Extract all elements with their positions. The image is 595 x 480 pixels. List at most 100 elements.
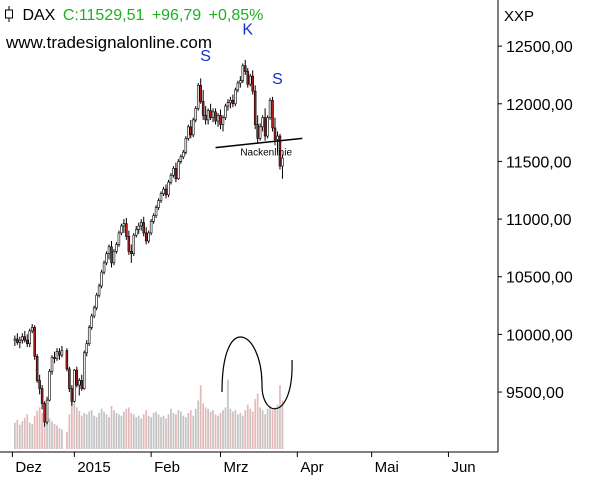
candle [16, 333, 19, 345]
volume-bar [21, 421, 24, 449]
volume-bar [108, 417, 110, 449]
volume-bar [147, 415, 150, 449]
volume-bar [18, 424, 21, 449]
candle [83, 350, 86, 390]
volume-bar [16, 419, 19, 449]
volume-bar [207, 408, 209, 449]
candle [174, 162, 178, 183]
volume-bar [155, 411, 157, 449]
candle-body [53, 357, 56, 359]
candle-body [100, 271, 103, 287]
volume-bar [227, 379, 229, 449]
candle [164, 184, 168, 199]
volume-bar [43, 408, 46, 449]
candle [261, 115, 264, 132]
candle [100, 269, 103, 289]
candle [167, 179, 170, 198]
candle-body [132, 234, 136, 254]
volume-bars [14, 379, 284, 449]
chart-header: DAX C:11529,51 +96,79 +0,85% [4, 6, 263, 25]
pattern-label: S [200, 48, 211, 65]
candle-body [261, 117, 264, 128]
candle-body [241, 65, 245, 82]
candle [211, 108, 215, 123]
candle-body [95, 294, 98, 309]
candle [236, 80, 240, 93]
volume-bar [232, 411, 234, 449]
volume-bar [103, 411, 105, 449]
candle-body [201, 101, 205, 116]
candle-body [112, 251, 116, 264]
candle [142, 216, 145, 237]
candle-body [87, 327, 91, 344]
candle-body [142, 222, 145, 234]
volume-bar [192, 415, 195, 449]
candle-body [196, 85, 200, 109]
candle [26, 334, 29, 348]
candle-body [50, 357, 54, 372]
candle [78, 378, 81, 396]
volume-bar [23, 417, 26, 449]
volume-bar [56, 425, 58, 449]
candle [276, 131, 279, 153]
candle [95, 292, 98, 311]
volume-bar [187, 412, 190, 449]
volume-bar [264, 414, 266, 449]
candle [268, 98, 272, 120]
candle [231, 94, 235, 108]
candle [246, 68, 250, 88]
volume-bar [229, 408, 232, 449]
candle [224, 103, 227, 120]
candle-body [83, 352, 86, 389]
candle [97, 283, 101, 298]
candle [117, 230, 121, 247]
neckline-line [215, 137, 303, 149]
x-axis: Dez 2015 Feb Mrz Apr Mai Jun [11, 452, 476, 476]
candle [162, 186, 165, 197]
volume-bar [98, 412, 100, 449]
candle-body [70, 388, 74, 402]
volume-bar [234, 410, 237, 449]
candle-body [281, 157, 284, 167]
candle [112, 249, 116, 266]
candle-body [21, 336, 24, 341]
volume-bar [123, 411, 125, 449]
volume-bar [130, 412, 133, 449]
candle-body [199, 85, 202, 102]
candle-body [219, 115, 222, 125]
candle-body [139, 222, 143, 227]
candle-body [125, 223, 128, 237]
volume-bar [162, 415, 165, 449]
candle [253, 85, 257, 130]
volume-bar [274, 407, 276, 449]
candle [18, 336, 22, 349]
candle [87, 325, 91, 346]
candle [189, 119, 193, 139]
candle-body [221, 117, 225, 125]
candle [194, 106, 197, 123]
candle-body [38, 380, 41, 389]
y-axis: 12500,00 12000,00 11500,00 11000,00 10500,00… [498, 39, 573, 402]
candle-body [60, 350, 64, 356]
candle-body [117, 232, 121, 245]
candle-body [177, 161, 180, 180]
volume-bar [214, 414, 217, 449]
volume-bar [269, 406, 271, 449]
volume-bar [90, 410, 93, 449]
candle-body [192, 119, 195, 136]
candle-body [73, 369, 76, 402]
candle [80, 374, 83, 391]
candle [204, 106, 207, 125]
candle-body [58, 351, 61, 356]
pattern-annotations: S K S Nackenlinie [200, 22, 292, 159]
candle [201, 89, 205, 120]
candle [105, 251, 108, 266]
volume-bar [182, 415, 185, 449]
x-tick-label: 2015 [77, 459, 110, 476]
candle-body [16, 338, 19, 343]
volume-bar [14, 422, 16, 449]
candle-body [110, 246, 113, 264]
candle [229, 96, 232, 109]
candle [184, 136, 188, 155]
candle-body [179, 156, 183, 162]
